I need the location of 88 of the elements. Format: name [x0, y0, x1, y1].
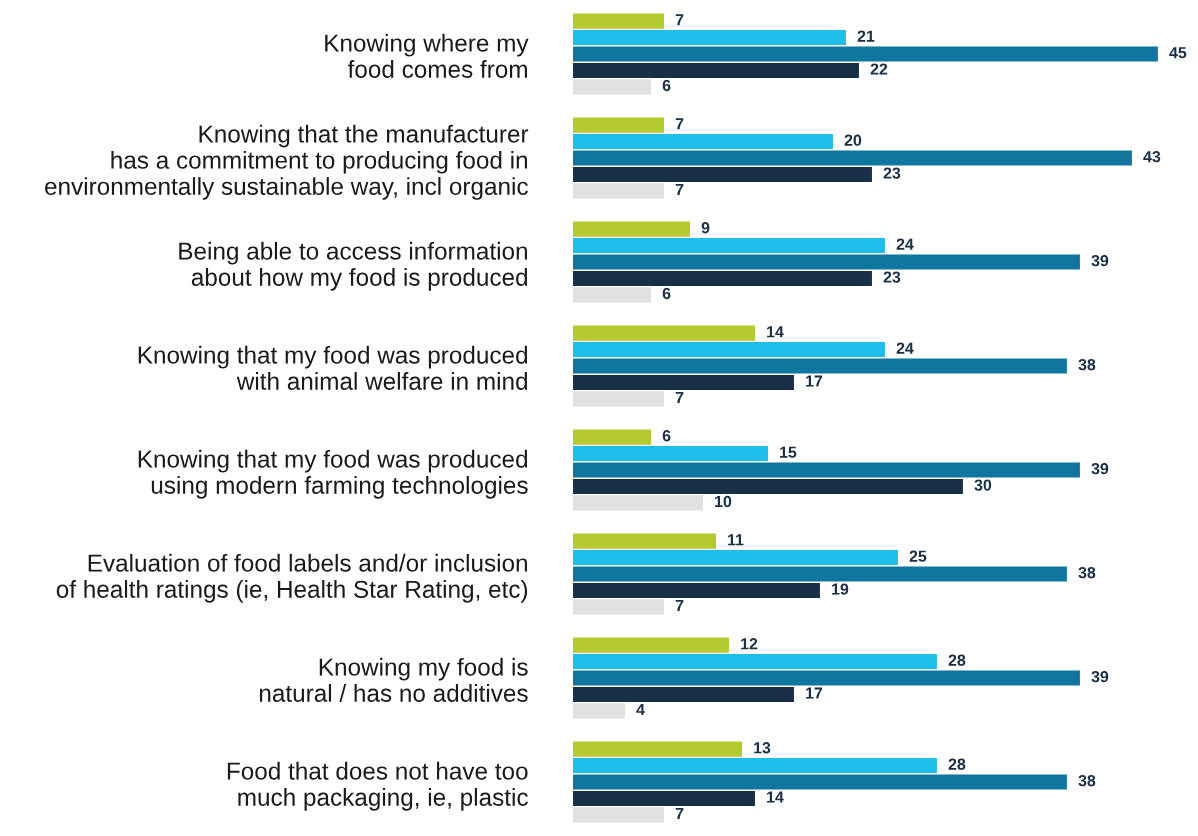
data-label: 7	[675, 392, 684, 403]
bar	[573, 30, 846, 46]
data-label: 19	[832, 583, 849, 595]
data-label: 39	[1091, 462, 1109, 475]
data-label: 24	[896, 342, 914, 354]
data-label: 13	[754, 742, 771, 754]
data-label: 28	[948, 758, 966, 770]
bar	[573, 478, 963, 494]
bar	[573, 495, 703, 511]
bar	[573, 774, 1067, 790]
data-label: 25	[909, 550, 927, 562]
bar	[573, 150, 1132, 166]
data-label: 45	[1169, 47, 1187, 59]
bar	[573, 533, 716, 549]
data-label: 12	[741, 638, 758, 650]
y-tick-label: Knowing where my food comes from	[325, 33, 529, 78]
bar	[573, 550, 898, 566]
bar	[573, 429, 651, 445]
bar	[573, 238, 885, 254]
bar	[573, 287, 651, 303]
bar	[573, 325, 755, 341]
bar	[573, 582, 820, 598]
data-label: 23	[883, 271, 901, 283]
data-label: 6	[662, 79, 671, 92]
y-tick-label: Being able to access information about how my food is produced	[179, 241, 528, 291]
data-label: 21	[857, 30, 875, 42]
bar	[573, 270, 872, 286]
data-label: 15	[780, 446, 797, 458]
bar	[573, 599, 664, 615]
data-label: 38	[1078, 774, 1096, 787]
data-label: 10	[715, 495, 732, 508]
y-tick-label: Knowing that my food was produced with animal welfare in mind	[138, 345, 528, 390]
y-tick-label: Knowing that my food was produced using modern farming technologies	[138, 449, 528, 499]
data-label: 14	[767, 791, 784, 803]
bar	[573, 670, 1080, 686]
data-label: 17	[806, 375, 823, 387]
bar	[573, 166, 872, 182]
data-label: 7	[675, 184, 684, 195]
bar	[573, 566, 1067, 582]
data-label: 9	[701, 222, 710, 234]
y-tick-label: Knowing that the manufacturer has a commitment to producing food in environmentally sustainable way, incl organic	[45, 124, 529, 200]
bar	[573, 686, 794, 702]
y-tick-label: Food that does not have too much packaging, ie, plastic	[227, 761, 528, 811]
data-label: 7	[675, 600, 684, 611]
data-label: 23	[883, 167, 901, 179]
data-label: 38	[1078, 566, 1096, 579]
data-label: 24	[896, 238, 914, 250]
data-label: 38	[1078, 358, 1096, 371]
data-label: 43	[1143, 150, 1161, 163]
bar	[573, 46, 1158, 62]
bar	[573, 374, 794, 390]
data-label: 4	[636, 704, 645, 715]
bar	[573, 790, 755, 806]
data-label: 22	[870, 63, 888, 75]
data-label: 7	[675, 14, 684, 26]
data-label: 7	[675, 118, 684, 130]
data-label: 30	[974, 479, 992, 491]
bar	[573, 183, 664, 199]
data-label: 20	[844, 134, 862, 146]
y-tick-label: Evaluation of food labels and/or inclusion of health ratings (ie, Health Star Rating, etc)	[56, 553, 528, 603]
data-label: 6	[662, 430, 671, 442]
data-label: 6	[662, 287, 671, 300]
data-label: 14	[767, 326, 784, 338]
bar	[573, 703, 625, 719]
bar	[573, 637, 729, 653]
bar	[573, 221, 690, 237]
bar	[573, 254, 1080, 270]
bar	[573, 358, 1067, 374]
bar	[573, 62, 859, 78]
bar	[573, 79, 651, 95]
y-tick-label: Knowing my food is natural / has no additives	[259, 657, 528, 702]
data-label: 39	[1091, 670, 1109, 683]
bar	[573, 117, 664, 133]
bar	[573, 807, 664, 823]
data-label: 7	[675, 808, 684, 819]
bar	[573, 391, 664, 407]
bar	[573, 758, 937, 774]
bar	[573, 446, 768, 462]
data-label: 11	[728, 534, 744, 546]
data-label: 17	[806, 687, 823, 699]
bar	[573, 654, 937, 670]
bar	[573, 13, 664, 29]
bar	[573, 462, 1080, 478]
bar	[573, 741, 742, 757]
data-label: 28	[948, 654, 966, 666]
bar	[573, 134, 833, 150]
bar	[573, 342, 885, 358]
data-label: 39	[1091, 254, 1109, 267]
